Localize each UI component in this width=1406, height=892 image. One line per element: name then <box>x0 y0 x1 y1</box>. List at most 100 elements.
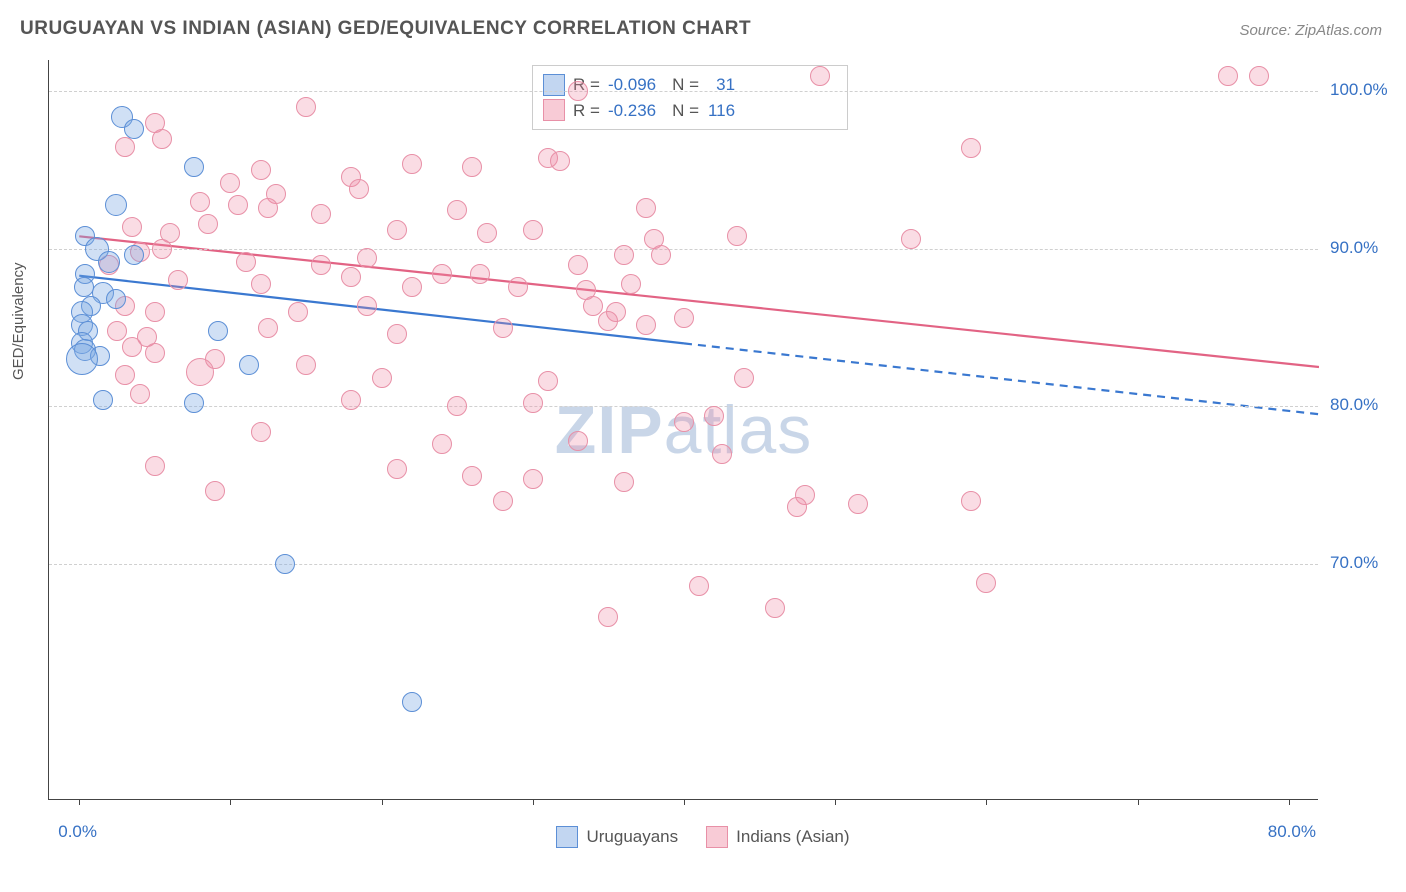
source-attribution: Source: ZipAtlas.com <box>1239 22 1382 39</box>
scatter-point-pink <box>220 173 240 193</box>
scatter-point-pink <box>636 315 656 335</box>
scatter-point-pink <box>258 318 278 338</box>
scatter-point-pink <box>198 214 218 234</box>
scatter-point-pink <box>712 444 732 464</box>
scatter-point-blue <box>66 343 98 375</box>
scatter-point-pink <box>976 573 996 593</box>
scatter-point-pink <box>152 129 172 149</box>
scatter-point-pink <box>583 296 603 316</box>
plot-area: ZIPatlas R = -0.096 N = 31 R = -0.236 N … <box>48 60 1318 800</box>
scatter-point-blue <box>93 390 113 410</box>
scatter-point-blue <box>402 692 422 712</box>
x-tick-label: 80.0% <box>1268 822 1316 842</box>
gridline <box>49 564 1318 565</box>
scatter-point-pink <box>122 337 142 357</box>
scatter-point-pink <box>115 365 135 385</box>
x-tick <box>533 799 534 805</box>
scatter-point-pink <box>349 179 369 199</box>
scatter-point-pink <box>236 252 256 272</box>
scatter-point-pink <box>311 255 331 275</box>
scatter-point-pink <box>145 343 165 363</box>
x-tick <box>835 799 836 805</box>
y-axis-label: GED/Equivalency <box>10 262 27 380</box>
scatter-point-pink <box>122 217 142 237</box>
gridline <box>49 91 1318 92</box>
scatter-point-pink <box>145 456 165 476</box>
scatter-point-pink <box>462 157 482 177</box>
scatter-point-pink <box>674 308 694 328</box>
scatter-point-pink <box>387 459 407 479</box>
gridline <box>49 249 1318 250</box>
y-tick-label: 100.0% <box>1330 80 1388 100</box>
x-tick <box>1138 799 1139 805</box>
scatter-point-pink <box>523 220 543 240</box>
scatter-point-pink <box>621 274 641 294</box>
x-tick <box>382 799 383 805</box>
scatter-point-pink <box>493 491 513 511</box>
chart-container: URUGUAYAN VS INDIAN (ASIAN) GED/EQUIVALE… <box>0 0 1406 892</box>
scatter-point-blue <box>239 355 259 375</box>
x-tick <box>1289 799 1290 805</box>
scatter-point-pink <box>115 137 135 157</box>
scatter-point-pink <box>432 434 452 454</box>
scatter-point-pink <box>598 311 618 331</box>
legend-item-pink: Indians (Asian) <box>706 826 849 848</box>
scatter-point-pink <box>341 390 361 410</box>
scatter-point-pink <box>787 497 807 517</box>
scatter-point-pink <box>432 264 452 284</box>
scatter-point-pink <box>357 296 377 316</box>
gridline <box>49 406 1318 407</box>
scatter-point-pink <box>550 151 570 171</box>
x-tick-label: 0.0% <box>58 822 97 842</box>
scatter-point-pink <box>296 355 316 375</box>
scatter-point-pink <box>961 491 981 511</box>
scatter-point-blue <box>184 393 204 413</box>
swatch-pink-icon <box>706 826 728 848</box>
scatter-point-pink <box>402 277 422 297</box>
scatter-point-pink <box>568 255 588 275</box>
scatter-point-pink <box>636 198 656 218</box>
y-tick-label: 70.0% <box>1330 553 1378 573</box>
x-tick <box>684 799 685 805</box>
scatter-point-pink <box>765 598 785 618</box>
scatter-point-pink <box>130 384 150 404</box>
scatter-point-pink <box>568 431 588 451</box>
scatter-point-pink <box>614 245 634 265</box>
scatter-point-pink <box>186 358 214 386</box>
swatch-blue-icon <box>556 826 578 848</box>
scatter-point-pink <box>447 200 467 220</box>
scatter-point-blue <box>98 251 120 273</box>
scatter-point-pink <box>168 270 188 290</box>
scatter-point-pink <box>462 466 482 486</box>
scatter-point-blue <box>275 554 295 574</box>
scatter-point-pink <box>598 607 618 627</box>
scatter-point-blue <box>184 157 204 177</box>
scatter-point-pink <box>145 302 165 322</box>
scatter-point-pink <box>447 396 467 416</box>
scatter-point-pink <box>848 494 868 514</box>
bottom-legend: Uruguayans Indians (Asian) <box>0 826 1406 848</box>
scatter-point-pink <box>190 192 210 212</box>
scatter-point-blue <box>74 277 94 297</box>
scatter-point-blue <box>124 245 144 265</box>
scatter-point-pink <box>296 97 316 117</box>
scatter-point-blue <box>208 321 228 341</box>
scatter-point-pink <box>1218 66 1238 86</box>
scatter-point-pink <box>727 226 747 246</box>
scatter-point-pink <box>523 469 543 489</box>
scatter-point-pink <box>251 274 271 294</box>
x-tick <box>230 799 231 805</box>
scatter-point-pink <box>258 198 278 218</box>
scatter-point-pink <box>107 321 127 341</box>
scatter-point-pink <box>387 220 407 240</box>
scatter-point-blue <box>106 289 126 309</box>
scatter-point-pink <box>493 318 513 338</box>
scatter-point-pink <box>288 302 308 322</box>
scatter-point-pink <box>901 229 921 249</box>
scatter-point-pink <box>251 160 271 180</box>
scatter-point-pink <box>357 248 377 268</box>
scatter-point-pink <box>470 264 490 284</box>
scatter-point-pink <box>810 66 830 86</box>
scatter-point-blue <box>124 119 144 139</box>
scatter-point-pink <box>614 472 634 492</box>
